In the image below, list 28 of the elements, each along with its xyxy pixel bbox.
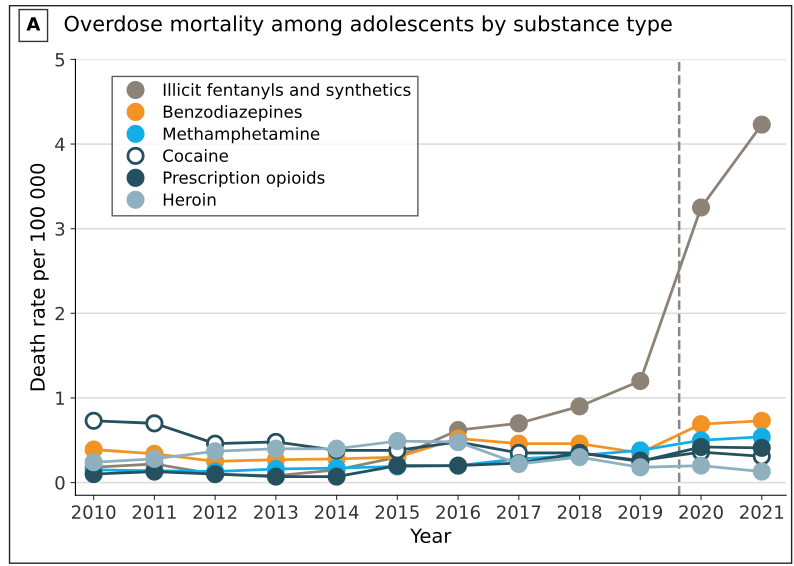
y-tick-label: 3 xyxy=(56,222,64,236)
legend-label: Heroin xyxy=(164,192,216,206)
y-tick-label: 0 xyxy=(55,476,65,490)
legend-label: Methamphetamine xyxy=(164,127,320,144)
x-tick-label: 2012 xyxy=(193,505,236,519)
y-tick-label: 2 xyxy=(56,306,64,320)
x-tick-label: 2016 xyxy=(436,505,480,519)
x-tick-label: 2010 xyxy=(72,505,116,519)
y-axis-title: Death rate per 100 000 xyxy=(30,164,49,390)
legend-label: Illicit fentanyls and synthetics xyxy=(164,83,410,100)
legend-label: Cocaine xyxy=(163,149,228,162)
legend-label: Benzodiazepines xyxy=(164,105,302,122)
x-tick-label: 2015 xyxy=(376,505,419,519)
x-tick-label: 2018 xyxy=(558,505,602,519)
x-tick-label: 2017 xyxy=(497,505,540,519)
x-tick-label: 2019 xyxy=(618,505,662,519)
y-tick-label: 5 xyxy=(56,53,64,67)
x-axis-title: Year xyxy=(410,528,452,544)
x-tick-label: 2020 xyxy=(679,505,723,519)
x-tick-label: 2013 xyxy=(254,505,298,519)
x-tick-label: 2011 xyxy=(132,505,176,519)
x-tick-label: 2021 xyxy=(740,505,784,519)
y-tick-label: 4 xyxy=(55,138,65,151)
x-tick-label: 2014 xyxy=(314,505,359,519)
chart-title: Overdose mortality among adolescents by substance type xyxy=(64,15,672,36)
legend-label: Prescription opioids xyxy=(164,171,324,188)
text: A xyxy=(26,17,40,30)
y-tick-label: 1 xyxy=(56,392,64,405)
